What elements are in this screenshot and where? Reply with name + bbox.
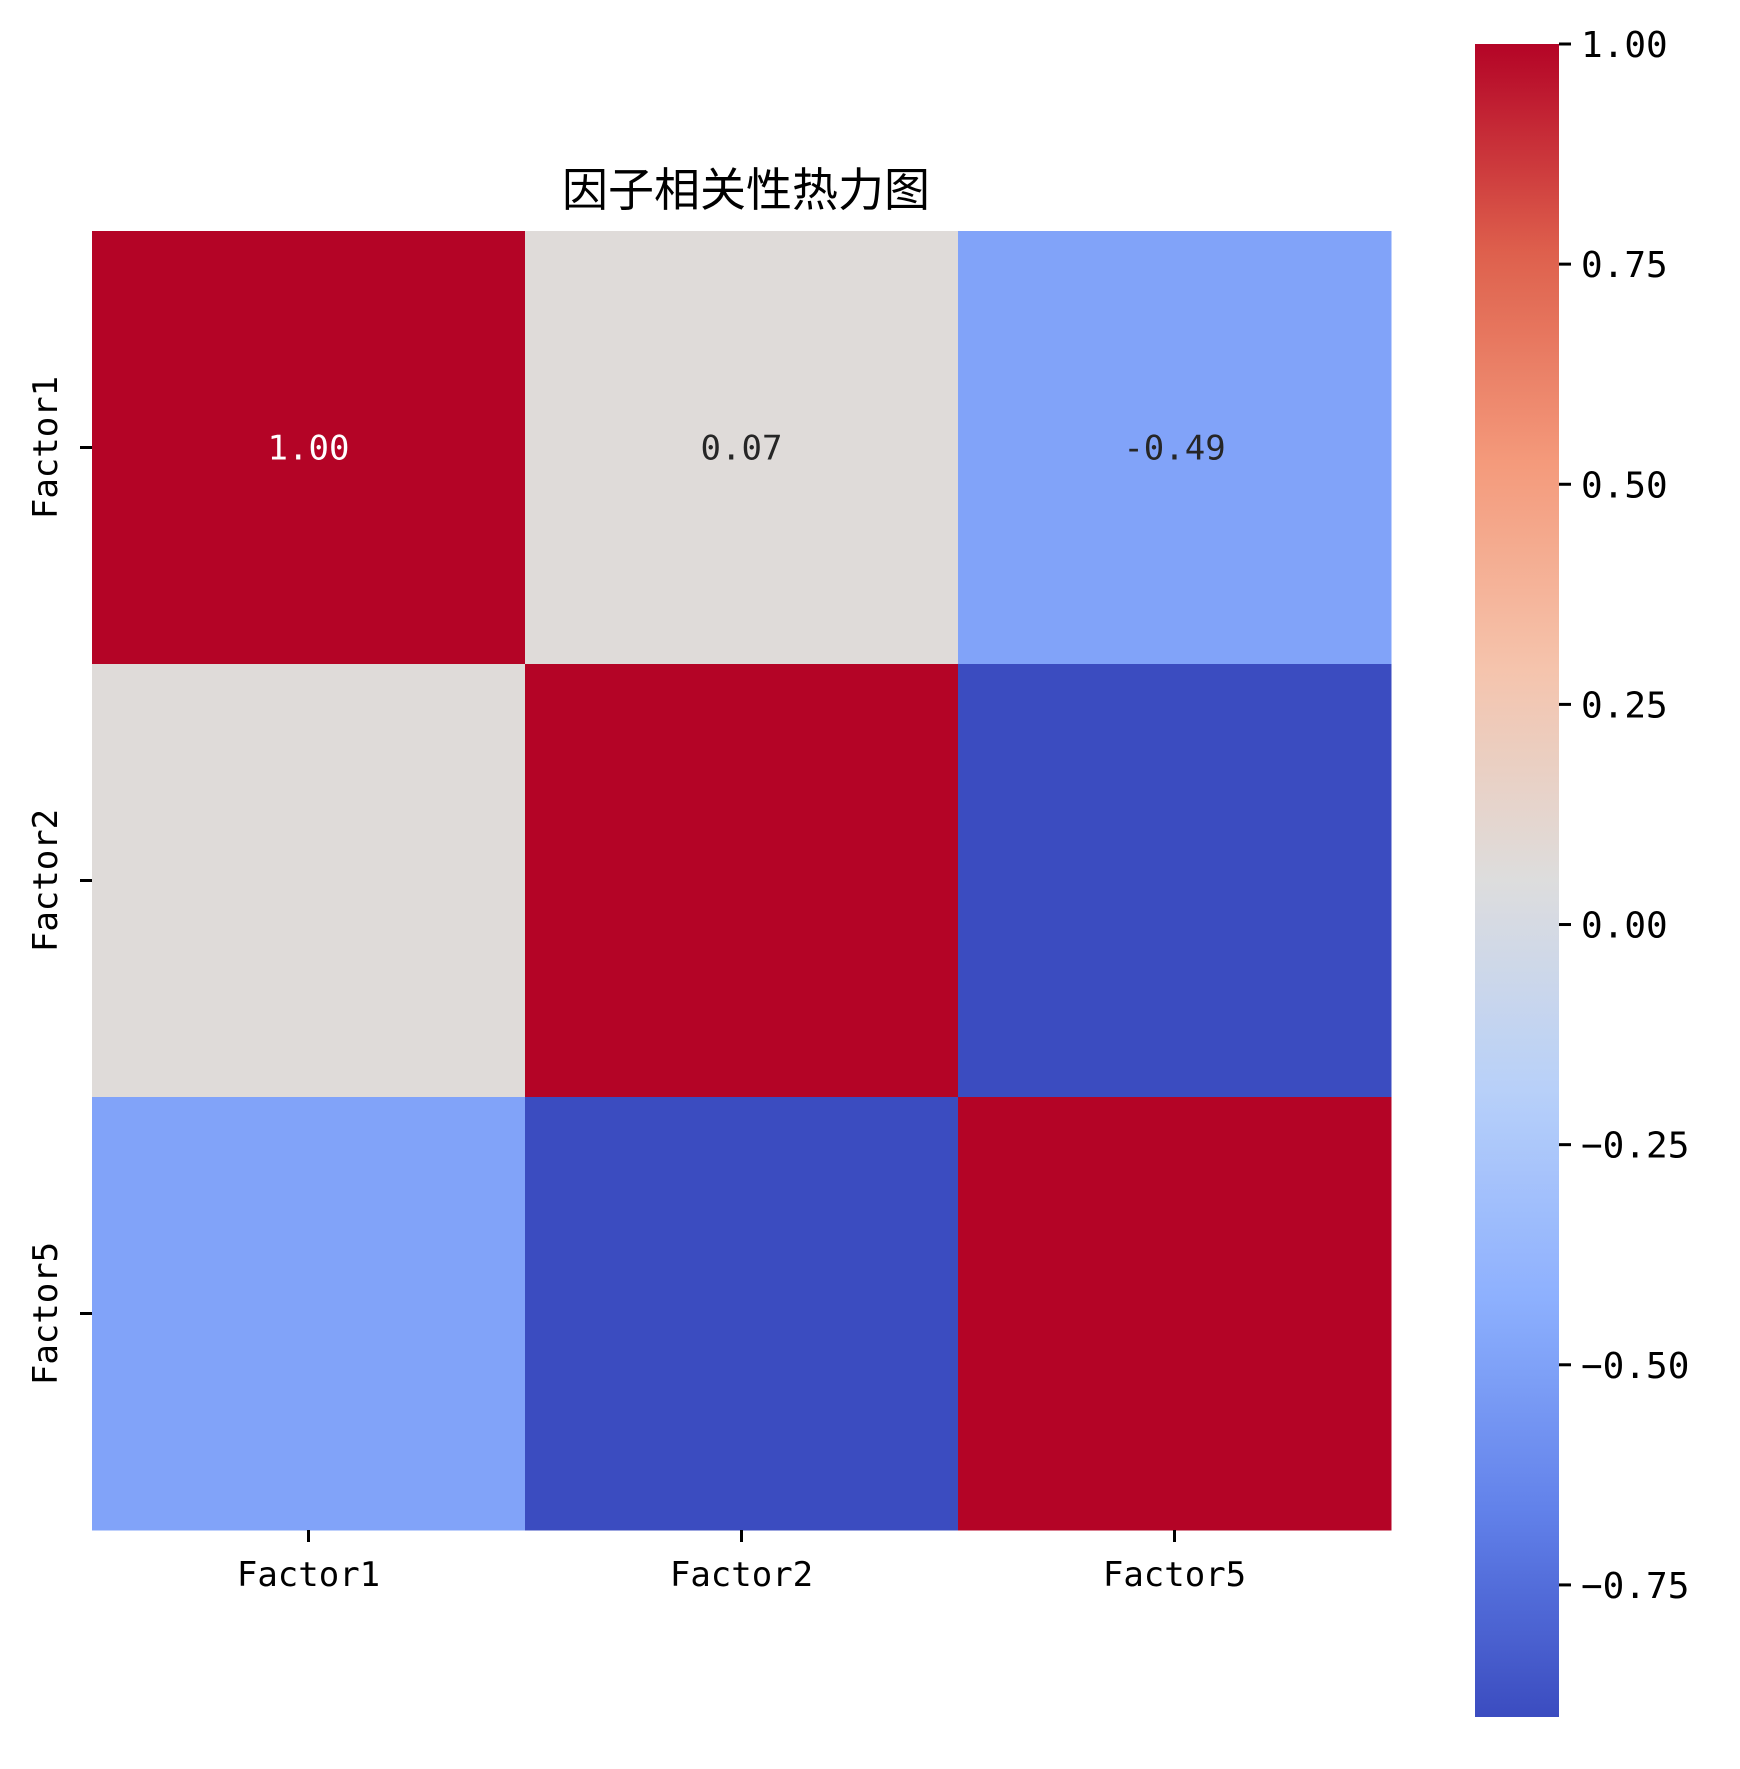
heatmap-cell <box>525 664 959 1098</box>
heatmap-cell <box>958 664 1392 1098</box>
row-tick-label: Factor5 <box>26 1242 66 1385</box>
colorbar-tick-label: −0.50 <box>1581 1346 1689 1387</box>
colorbar: 1.00 0.75 0.50 0.25 0.00 −0.25 −0.50 −0.75 <box>1475 25 1689 1717</box>
heatmap-cell <box>525 1097 959 1531</box>
colorbar-tick-label: 0.25 <box>1581 685 1668 726</box>
colorbar-tick-label: 0.75 <box>1581 245 1668 286</box>
heatmap-cell <box>92 1097 526 1531</box>
heatmap-cell-labels: 1.00 0.07 -0.49 <box>268 429 1226 469</box>
column-tick-label: Factor1 <box>237 1555 380 1595</box>
column-tick-label: Factor5 <box>1103 1555 1246 1595</box>
heatmap-cell <box>92 231 526 665</box>
cell-value-label: -0.49 <box>1123 429 1225 469</box>
colorbar-gradient <box>1475 44 1559 1717</box>
cell-value-label: 1.00 <box>268 429 350 469</box>
colorbar-tick-label: 0.00 <box>1581 906 1668 947</box>
heatmap-cell <box>92 664 526 1098</box>
row-tick-label: Factor2 <box>26 809 66 952</box>
chart-title: 因子相关性热力图 <box>562 163 930 217</box>
column-tick-label: Factor2 <box>670 1555 813 1595</box>
colorbar-ticks: 1.00 0.75 0.50 0.25 0.00 −0.25 −0.50 −0.75 <box>1559 25 1689 1607</box>
heatmap-cells <box>92 231 1392 1531</box>
heatmap-cell <box>958 231 1392 665</box>
colorbar-tick-label: −0.75 <box>1581 1566 1689 1607</box>
colorbar-tick-label: −0.25 <box>1581 1126 1689 1167</box>
row-tick-label: Factor1 <box>26 376 66 519</box>
column-axis: Factor1 Factor2 Factor5 <box>237 1530 1246 1595</box>
heatmap-cell <box>958 1097 1392 1531</box>
cell-value-label: 0.07 <box>701 429 783 469</box>
colorbar-tick-label: 0.50 <box>1581 465 1668 506</box>
row-axis: Factor1 Factor2 Factor5 <box>26 376 92 1385</box>
colorbar-tick-label: 1.00 <box>1581 25 1668 66</box>
heatmap-cell <box>525 231 959 665</box>
